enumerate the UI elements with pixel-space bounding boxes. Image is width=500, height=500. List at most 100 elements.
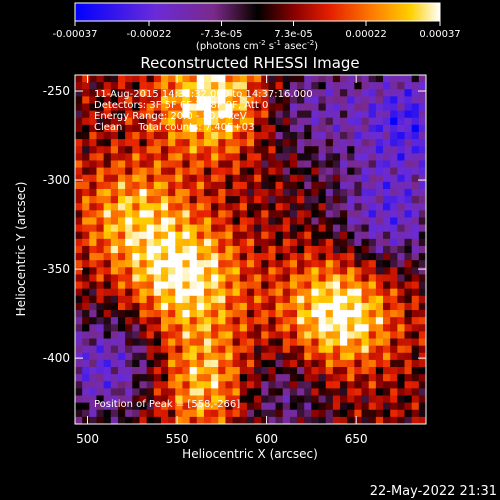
heatmap-cell [96, 131, 105, 140]
heatmap-cell [75, 117, 83, 126]
heatmap-cell [218, 267, 226, 275]
heatmap-cell [196, 238, 205, 247]
heatmap-cell [160, 245, 169, 254]
heatmap-cell [160, 188, 169, 197]
heatmap-cell [375, 196, 384, 204]
heatmap-cell [332, 395, 341, 404]
heatmap-cell [89, 267, 97, 275]
heatmap-cell [340, 89, 348, 97]
heatmap-cell [82, 117, 90, 126]
heatmap-cell [239, 288, 248, 297]
heatmap-cell [153, 288, 162, 297]
heatmap-cell [189, 338, 198, 347]
heatmap-cell [347, 402, 355, 411]
heatmap-cell [117, 124, 126, 133]
heatmap-cell [211, 146, 219, 154]
heatmap-cell [397, 374, 405, 382]
heatmap-cell [232, 103, 241, 112]
heatmap-cell [146, 103, 155, 112]
heatmap-cell [103, 174, 112, 183]
heatmap-cell [175, 82, 183, 90]
heatmap-cell [168, 310, 176, 318]
heatmap-cell [282, 188, 291, 197]
heatmap-cell [82, 167, 90, 176]
heatmap-cell [383, 103, 391, 112]
heatmap-cell [132, 345, 140, 354]
heatmap-cell [203, 124, 212, 133]
heatmap-cell [383, 131, 391, 140]
heatmap-cell [390, 416, 398, 425]
heatmap-cell [404, 153, 413, 161]
heatmap-cell [75, 331, 83, 339]
heatmap-cell [375, 203, 384, 211]
heatmap-cell [411, 409, 420, 418]
heatmap-cell [146, 331, 155, 339]
heatmap-cell [189, 302, 198, 311]
heatmap-cell [261, 188, 269, 197]
heatmap-cell [117, 217, 126, 225]
heatmap-cell [361, 117, 370, 126]
heatmap-cell [347, 238, 355, 247]
heatmap-cell [232, 117, 241, 126]
heatmap-cell [261, 238, 269, 247]
heatmap-cell [82, 288, 90, 297]
heatmap-cell [96, 139, 105, 147]
heatmap-cell [297, 388, 305, 396]
heatmap-cell [268, 367, 276, 375]
heatmap-cell [103, 260, 112, 268]
heatmap-cell [96, 96, 105, 104]
heatmap-cell [89, 174, 97, 183]
heatmap-cell [304, 139, 312, 147]
heatmap-cell [404, 388, 413, 396]
heatmap-cell [368, 388, 377, 396]
heatmap-cell [354, 359, 362, 368]
heatmap-cell [168, 245, 176, 254]
heatmap-cell [289, 82, 298, 90]
heatmap-cell [397, 281, 405, 290]
heatmap-cell [153, 217, 162, 225]
heatmap-cell [275, 324, 284, 332]
heatmap-cell [82, 188, 90, 197]
heatmap-cell [211, 75, 219, 83]
heatmap-cell [383, 381, 391, 389]
heatmap-cell [211, 96, 219, 104]
heatmap-cell [232, 295, 241, 304]
heatmap-cell [411, 75, 420, 83]
heatmap-cell [318, 338, 327, 347]
heatmap-cell [304, 374, 312, 382]
heatmap-cell [325, 388, 334, 396]
heatmap-cell [332, 96, 341, 104]
heatmap-cell [297, 317, 305, 325]
heatmap-cell [175, 260, 183, 268]
heatmap-cell [418, 338, 427, 347]
heatmap-cell [318, 302, 327, 311]
heatmap-cell [411, 274, 420, 282]
heatmap-cell [340, 395, 348, 404]
heatmap-cell [297, 310, 305, 318]
heatmap-cell [397, 388, 405, 396]
heatmap-cell [175, 331, 183, 339]
heatmap-cell [211, 82, 219, 90]
heatmap-cell [203, 231, 212, 240]
heatmap-cell [375, 110, 384, 119]
heatmap-cell [110, 188, 119, 197]
heatmap-cell [311, 324, 319, 332]
heatmap-cell [218, 124, 226, 133]
heatmap-cell [75, 367, 83, 375]
heatmap-cell [268, 231, 276, 240]
heatmap-cell [153, 131, 162, 140]
heatmap-cell [318, 103, 327, 112]
heatmap-cell [361, 238, 370, 247]
heatmap-cell [225, 210, 233, 218]
heatmap-cell [125, 388, 133, 396]
heatmap-cell [383, 338, 391, 347]
heatmap-cell [404, 288, 413, 297]
heatmap-cell [368, 359, 377, 368]
heatmap-cell [225, 139, 233, 147]
colorbar-tick-label: 0.00022 [345, 29, 386, 40]
heatmap-cell [397, 188, 405, 197]
heatmap-cell [117, 374, 126, 382]
heatmap-cell [404, 124, 413, 133]
heatmap-cell [168, 167, 176, 176]
heatmap-cell [282, 103, 291, 112]
